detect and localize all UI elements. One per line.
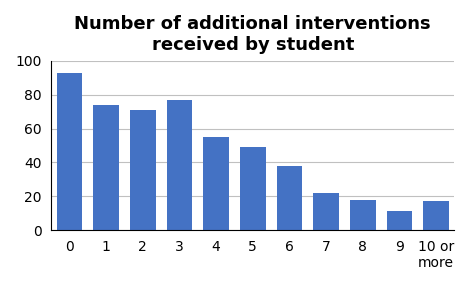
Bar [313, 193, 339, 230]
Bar [240, 147, 266, 230]
Bar [203, 137, 229, 230]
Bar [423, 201, 449, 230]
Bar [167, 100, 192, 230]
Title: Number of additional interventions
received by student: Number of additional interventions recei… [74, 15, 431, 54]
Bar [57, 73, 82, 230]
Bar [387, 211, 412, 230]
Bar [276, 166, 302, 230]
Bar [130, 110, 155, 230]
Bar [350, 200, 376, 230]
Bar [93, 105, 119, 230]
